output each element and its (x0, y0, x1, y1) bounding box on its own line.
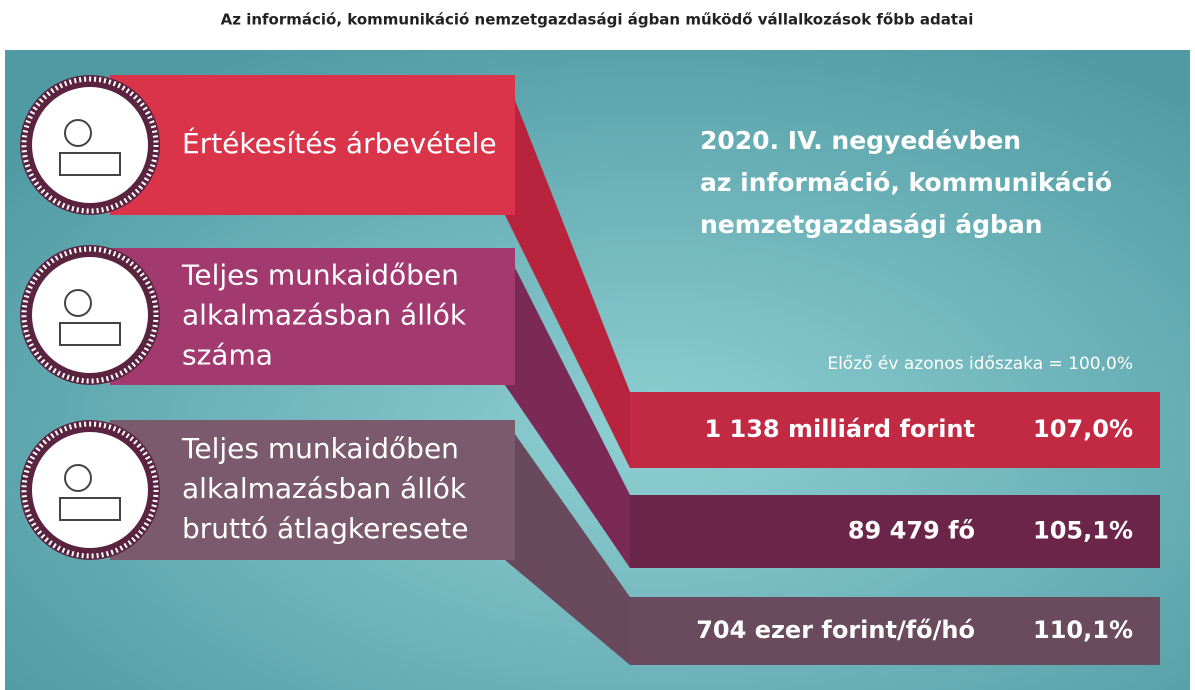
ribbon-diagonal (505, 420, 630, 665)
item-label: bruttó átlagkeresete (182, 512, 468, 545)
icon-dots (21, 246, 159, 384)
ribbon-band (110, 420, 515, 560)
value: 1 138 milliárd forint (704, 415, 975, 443)
icon-glyph (59, 322, 121, 346)
value-box (630, 597, 1160, 665)
value-box (630, 495, 1160, 568)
icon-face (32, 257, 148, 373)
headline: 2020. IV. negyedévben (700, 126, 1021, 155)
ribbon-band (110, 248, 515, 385)
icon-glyph (64, 464, 92, 492)
icon-glyph (59, 152, 121, 176)
item-label: Értékesítés árbevétele (182, 126, 497, 160)
icon-dots (21, 76, 159, 214)
ribbon-diagonal (505, 248, 630, 568)
value: 704 ezer forint/fő/hó (696, 616, 975, 644)
item-label: alkalmazásban állók (182, 299, 467, 332)
headline: nemzetgazdasági ágban (700, 210, 1043, 239)
ribbon-diagonal (505, 75, 630, 468)
value-box (630, 392, 1160, 468)
percent: 107,0% (1033, 415, 1133, 443)
title: Az információ, kommunikáció nemzetgazdas… (221, 11, 974, 29)
item-label: alkalmazásban állók (182, 472, 467, 505)
icon-face (32, 432, 148, 548)
item-label: száma (182, 339, 273, 372)
icon-dots (21, 421, 159, 559)
icon-glyph (64, 119, 92, 147)
note: Előző év azonos időszaka = 100,0% (827, 354, 1133, 374)
value: 89 479 fő (848, 517, 975, 545)
icon-glyph (59, 497, 121, 521)
icon-face (32, 87, 148, 203)
percent: 105,1% (1033, 517, 1133, 545)
icon-glyph (64, 289, 92, 317)
percent: 110,1% (1033, 616, 1133, 644)
item-label: Teljes munkaidőben (181, 259, 459, 292)
headline: az információ, kommunikáció (700, 168, 1112, 197)
ribbon-band (110, 75, 515, 215)
item-label: Teljes munkaidőben (181, 432, 459, 465)
